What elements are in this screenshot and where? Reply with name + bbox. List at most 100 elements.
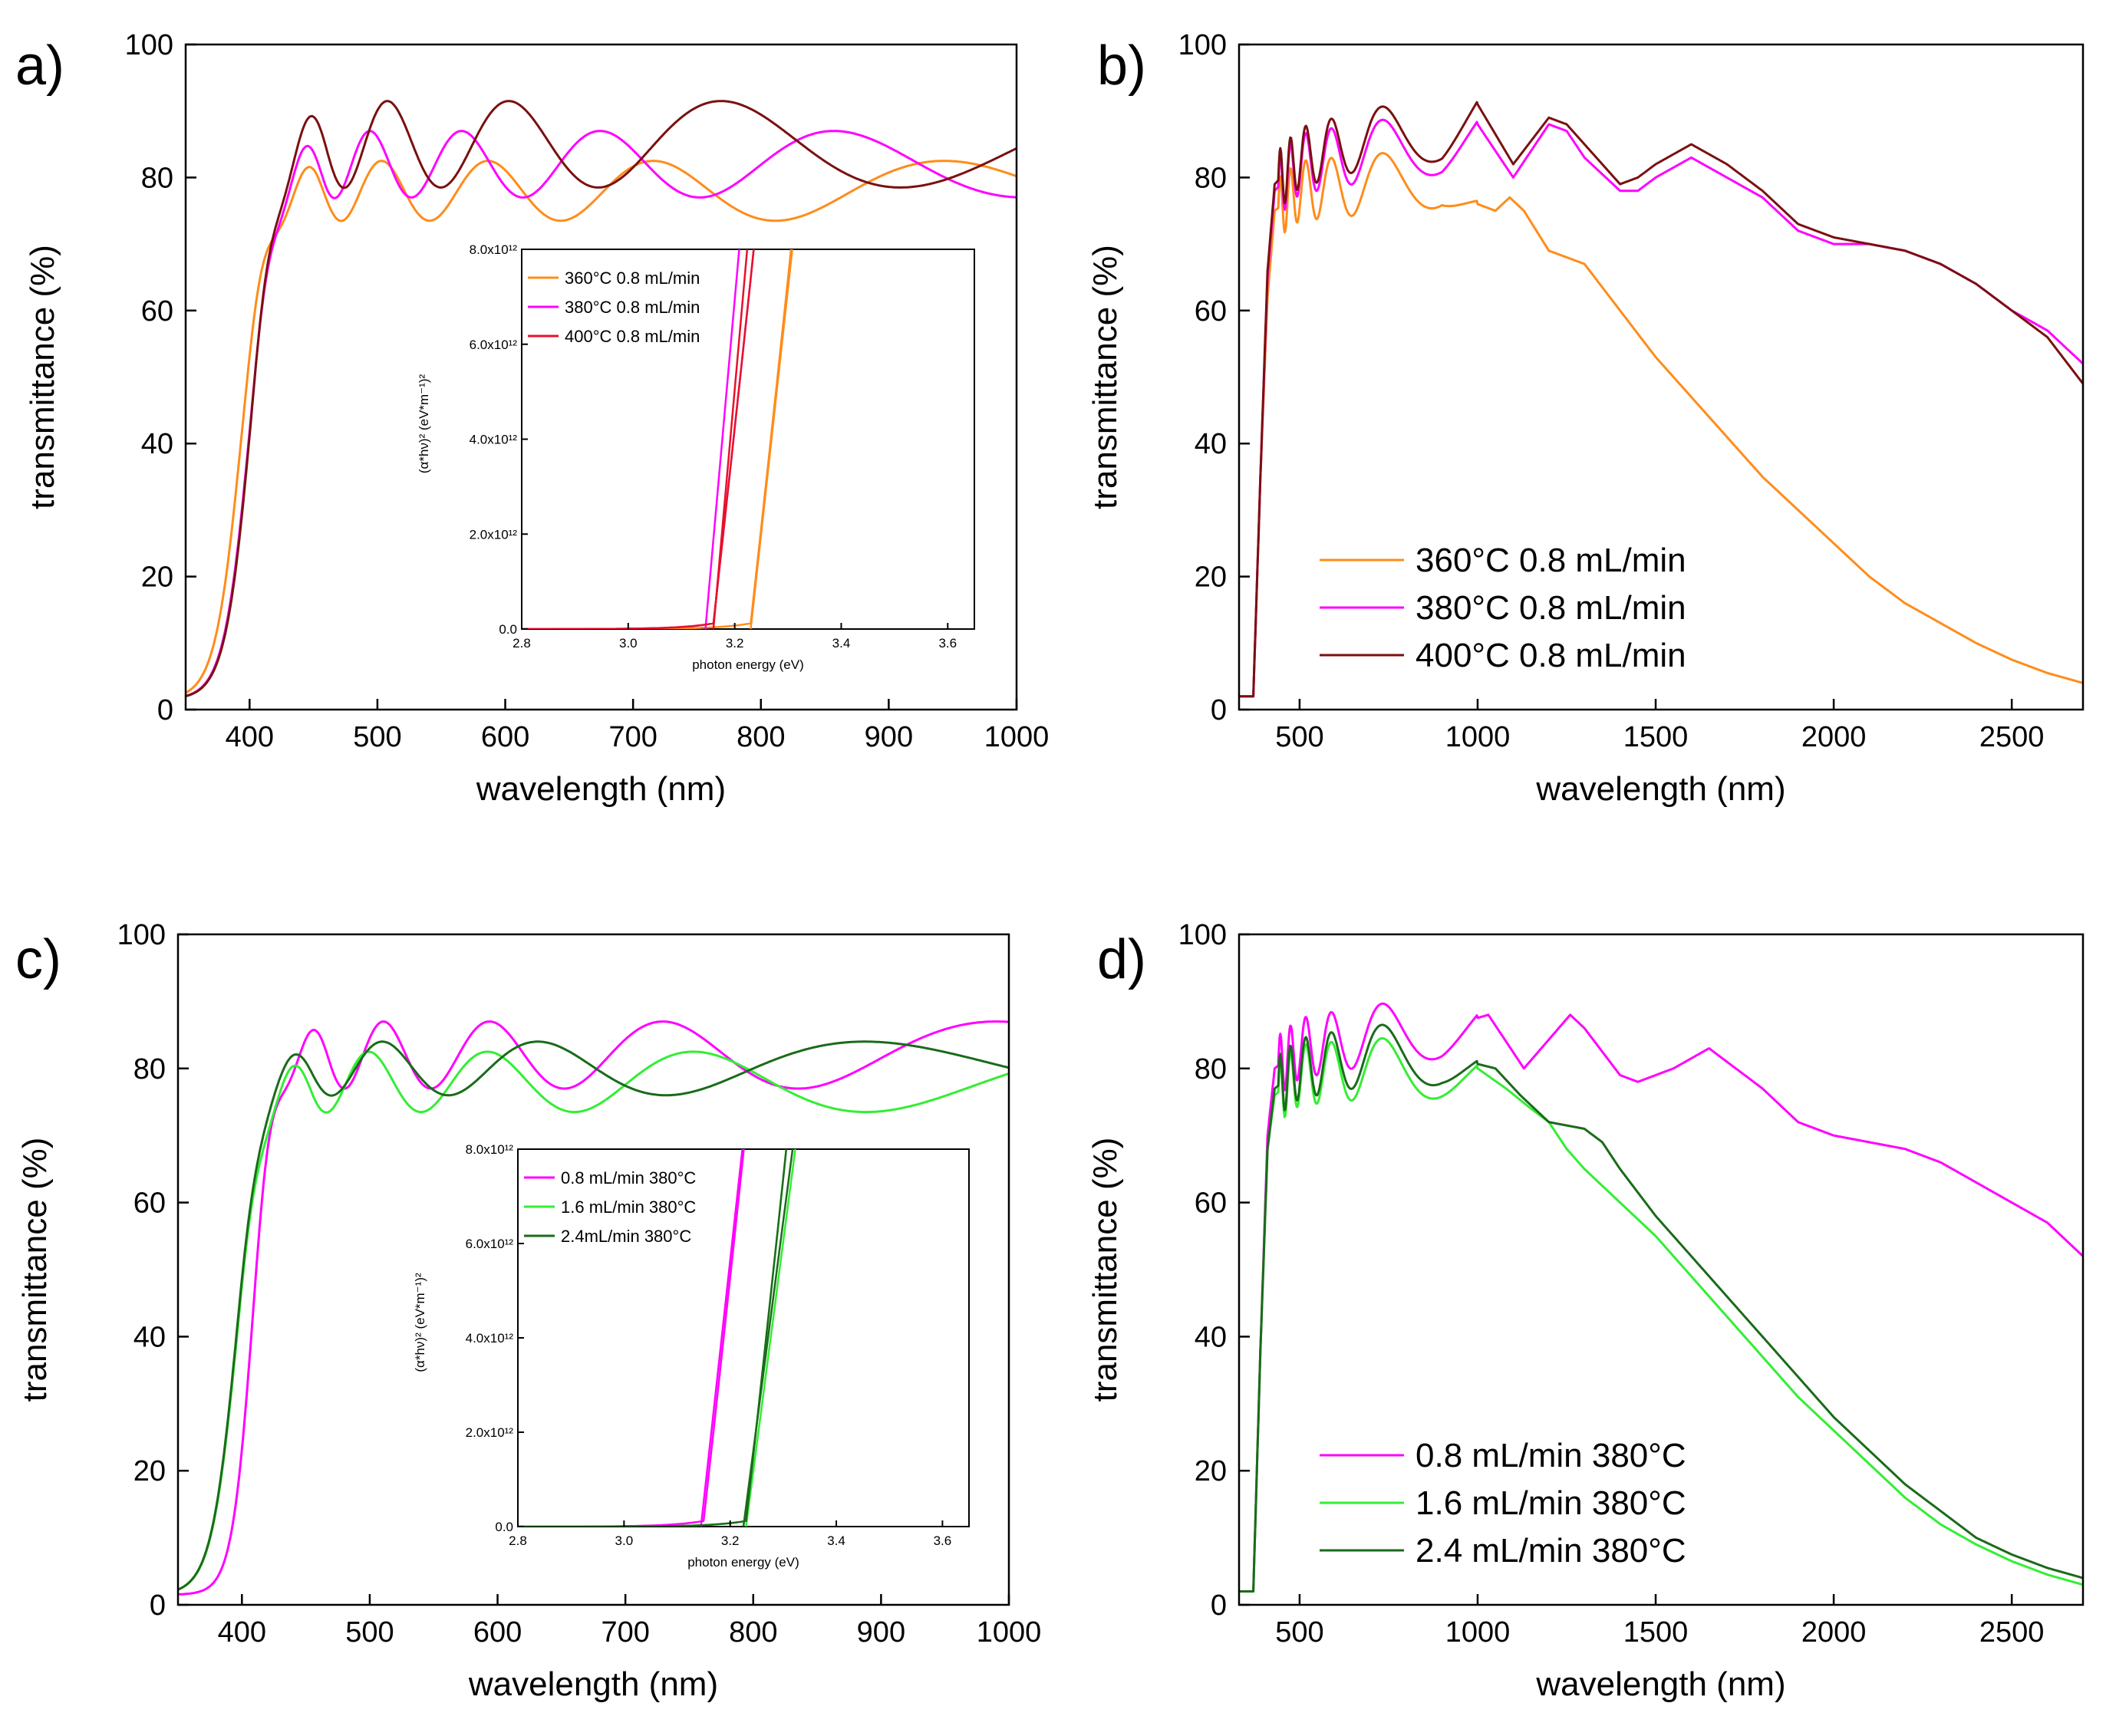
x-tick-label: 2000 [1801, 1616, 1867, 1649]
series-line-a-1 [186, 130, 1017, 697]
y-tick-label: 0 [150, 1589, 166, 1622]
inset-y-tick-label: 2.0x10¹² [466, 1425, 514, 1440]
inset-series-line-2 [522, 249, 755, 629]
x-tick-label: 1500 [1623, 1616, 1689, 1649]
y-tick-label: 100 [1178, 29, 1227, 61]
x-tick-label: 1000 [1445, 721, 1511, 753]
y-tick-label: 0 [1211, 694, 1227, 726]
series-group [1239, 1002, 2083, 1593]
x-tick-label: 700 [601, 1616, 649, 1649]
y-tick-label: 0 [1211, 1589, 1227, 1622]
plot-frame [1238, 43, 2085, 711]
inset-y-tick-label: 0.0 [495, 1520, 513, 1534]
series-line-b-2 [1239, 100, 2083, 698]
inset-legend-label: 400°C 0.8 mL/min [565, 327, 700, 346]
panel-label: a) [15, 35, 64, 97]
inset-tangent-line-2 [742, 1149, 794, 1527]
inset-x-tick-label: 3.6 [938, 636, 957, 651]
inset-x-tick-label: 3.4 [827, 1533, 845, 1548]
legend-label: 400°C 0.8 mL/min [1416, 637, 1686, 674]
inset-series-group [522, 249, 793, 629]
inset-tangent-line-1 [704, 249, 740, 629]
inset-frame [517, 1148, 970, 1527]
x-axis-label: wavelength (nm) [476, 770, 726, 808]
inset-y-tick-label: 8.0x10¹² [466, 1142, 514, 1157]
inset-legend-label: 360°C 0.8 mL/min [565, 268, 700, 288]
inset-tangent-line-0 [700, 1149, 743, 1527]
inset-legend-label: 2.4mL/min 380°C [561, 1227, 691, 1246]
series-group [1239, 100, 2083, 698]
y-tick-label: 60 [141, 295, 173, 328]
series-line-c-1 [178, 1050, 1009, 1591]
legend-label: 1.6 mL/min 380°C [1416, 1484, 1686, 1522]
y-tick-label: 20 [1195, 562, 1227, 594]
x-tick-label: 1000 [984, 721, 1050, 753]
inset-x-tick-label: 3.0 [619, 636, 638, 651]
y-tick-label: 60 [1195, 1188, 1227, 1220]
inset-y-axis-label: (α*hν)² (eV*m⁻¹)² [413, 1273, 427, 1372]
y-axis-label: transmittance (%) [24, 245, 61, 509]
plot-frame [1238, 933, 2085, 1606]
inset-x-axis-label: photon energy (eV) [687, 1555, 799, 1570]
series-line-d-1 [1239, 1037, 2083, 1593]
y-tick-label: 40 [1195, 428, 1227, 460]
series-line-d-0 [1239, 1002, 2083, 1593]
x-tick-label: 400 [218, 1616, 266, 1649]
series-line-c-2 [178, 1040, 1009, 1591]
inset-x-tick-label: 3.4 [832, 636, 851, 651]
y-tick-label: 80 [1195, 162, 1227, 194]
inset-y-tick-label: 8.0x10¹² [470, 242, 518, 257]
x-tick-label: 800 [729, 1616, 777, 1649]
panel-b: 500 1000 1500 2000 2500 0 20 40 60 80 100 wavelengt… [1086, 29, 2085, 808]
inset-tangent-line-0 [750, 249, 793, 629]
x-tick-label: 900 [857, 1616, 905, 1649]
series-line-a-0 [186, 160, 1017, 694]
y-tick-label: 40 [133, 1321, 166, 1353]
inset-y-axis-label: (α*hν)² (eV*m⁻¹)² [417, 374, 431, 474]
series-line-c-0 [178, 1020, 1009, 1596]
x-tick-label: 2500 [1979, 1616, 2045, 1649]
x-axis-label: wavelength (nm) [468, 1665, 718, 1703]
inset-x-tick-label: 3.6 [934, 1533, 952, 1548]
series-group [186, 100, 1017, 698]
y-tick-label: 80 [133, 1053, 166, 1085]
inset-y-tick-label: 6.0x10¹² [470, 338, 518, 352]
y-axis-label: transmittance (%) [1086, 1138, 1124, 1402]
inset-x-axis-label: photon energy (eV) [692, 657, 804, 672]
inset-y-tick-label: 2.0x10¹² [470, 527, 518, 542]
inset-x-tick-label: 2.8 [512, 636, 531, 651]
x-tick-label: 500 [345, 1616, 394, 1649]
y-tick-label: 60 [1195, 295, 1227, 328]
y-axis-label: transmittance (%) [1086, 245, 1124, 509]
inset-tangent-line-1 [745, 1149, 796, 1527]
y-axis-label: transmittance (%) [16, 1138, 54, 1402]
y-tick-label: 40 [141, 428, 173, 460]
x-tick-label: 800 [737, 721, 785, 753]
inset-y-tick-label: 0.0 [499, 622, 517, 637]
series-line-b-0 [1239, 152, 2083, 698]
series-group [178, 1020, 1009, 1596]
y-tick-label: 100 [1178, 919, 1227, 951]
y-tick-label: 80 [1195, 1053, 1227, 1085]
inset-x-tick-label: 2.8 [509, 1533, 527, 1548]
x-tick-label: 1500 [1623, 721, 1689, 753]
inset-y-tick-label: 4.0x10¹² [470, 433, 518, 447]
series-line-a-2 [186, 100, 1017, 698]
inset-y-tick-label: 6.0x10¹² [466, 1237, 514, 1251]
x-tick-label: 600 [481, 721, 529, 753]
x-tick-label: 600 [473, 1616, 522, 1649]
inset-x-tick-label: 3.2 [721, 1533, 740, 1548]
panel-a: 400 500 600 700 800 900 1000 0 20 40 60 80 100 wavele… [15, 29, 1049, 808]
series-line-d-2 [1239, 1023, 2083, 1593]
legend-label: 360°C 0.8 mL/min [1416, 542, 1686, 579]
x-tick-label: 400 [226, 721, 274, 753]
x-tick-label: 700 [608, 721, 657, 753]
inset-series-group [518, 1149, 796, 1527]
x-tick-label: 500 [1275, 1616, 1323, 1649]
plot-frame [184, 43, 1018, 711]
legend-label: 2.4 mL/min 380°C [1416, 1532, 1686, 1570]
x-tick-label: 900 [865, 721, 913, 753]
inset-legend-label: 380°C 0.8 mL/min [565, 298, 700, 317]
y-tick-label: 20 [133, 1455, 166, 1487]
legend-label: 0.8 mL/min 380°C [1416, 1437, 1686, 1474]
